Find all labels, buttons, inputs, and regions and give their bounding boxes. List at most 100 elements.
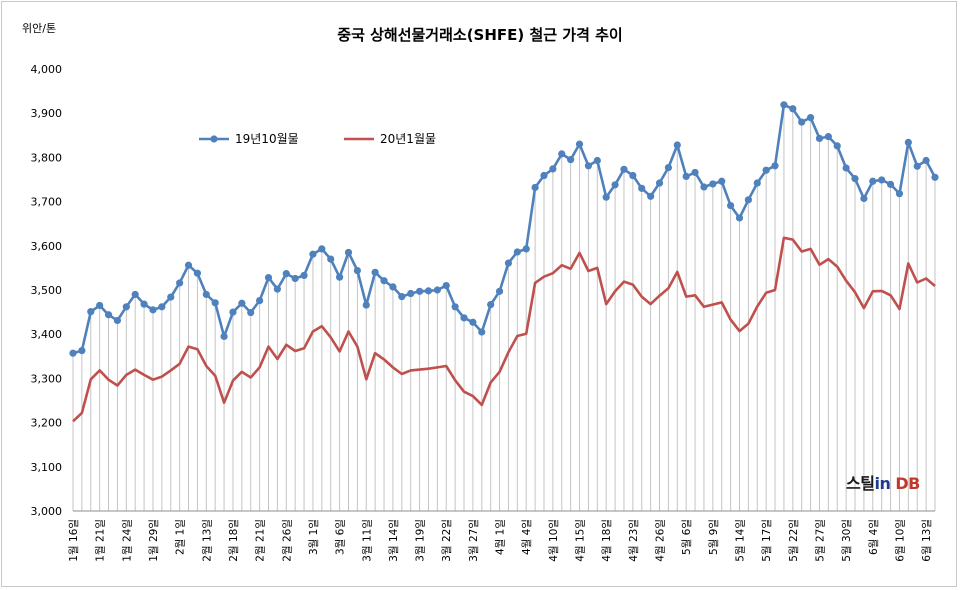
y-tick-label: 3,600 <box>31 240 63 253</box>
y-tick-label: 3,200 <box>31 417 63 430</box>
y-tick-label: 4,000 <box>31 63 63 76</box>
data-point <box>540 171 548 180</box>
data-point <box>558 150 566 158</box>
x-tick-label: 4월 18일 <box>600 519 613 562</box>
data-point <box>256 297 264 305</box>
x-tick-label: 4월 15일 <box>574 519 587 562</box>
x-tick-label: 3월 1일 <box>307 519 320 555</box>
x-tick-label: 5월 22일 <box>787 519 800 562</box>
x-tick-label: 3월 11일 <box>360 519 373 562</box>
data-point <box>780 101 788 109</box>
y-axis: 3,000 3,100 3,200 3,300 3,400 3,500 3,600 3,700… <box>31 63 935 518</box>
x-tick-label: 4월 23일 <box>627 519 640 562</box>
data-point <box>762 166 770 174</box>
data-point <box>469 318 477 326</box>
data-point <box>353 266 361 275</box>
y-tick-label: 3,700 <box>31 196 63 209</box>
data-point <box>931 173 939 181</box>
legend-label: 20년1월물 <box>380 132 436 146</box>
data-point <box>424 287 433 295</box>
data-point <box>389 283 397 291</box>
data-point <box>895 190 904 198</box>
data-point <box>273 285 281 293</box>
data-point <box>318 245 326 253</box>
data-point <box>184 261 193 269</box>
y-tick-label: 3,500 <box>31 284 63 297</box>
data-point <box>842 164 850 172</box>
x-tick-label: 3월 22일 <box>440 519 453 562</box>
x-tick-label: 5월 6일 <box>680 519 693 555</box>
data-point <box>229 308 237 316</box>
data-point <box>806 114 815 122</box>
data-point <box>300 271 308 280</box>
data-point <box>407 289 415 298</box>
data-point <box>593 156 601 165</box>
data-point <box>202 290 210 299</box>
data-point <box>415 287 424 295</box>
x-tick-label: 5월 30일 <box>840 519 853 562</box>
data-point <box>149 306 157 314</box>
data-point <box>211 299 219 307</box>
data-point <box>478 328 486 336</box>
data-point <box>335 273 344 281</box>
chart-title: 중국 상해선물거래소(SHFE) 철근 가격 추이 <box>337 26 622 44</box>
legend-marker <box>210 135 218 143</box>
x-tick-label: 4월 4일 <box>520 519 533 555</box>
data-point <box>309 250 317 258</box>
x-tick-label: 2월 1일 <box>174 519 187 555</box>
data-point <box>575 140 584 148</box>
data-point <box>798 118 806 126</box>
y-tick-label: 3,000 <box>31 505 63 518</box>
data-point <box>727 201 735 210</box>
data-point <box>869 177 877 185</box>
data-point <box>140 300 148 308</box>
legend-label: 19년10월물 <box>235 132 299 146</box>
data-point <box>673 141 681 149</box>
data-point <box>69 349 77 357</box>
data-point <box>851 175 859 183</box>
data-point <box>735 214 744 222</box>
data-point <box>638 184 646 192</box>
data-point <box>442 281 450 290</box>
y-tick-label: 3,100 <box>31 461 63 474</box>
data-point <box>344 248 353 257</box>
y-tick-label: 3,800 <box>31 151 63 164</box>
data-point <box>655 179 664 187</box>
data-point <box>96 301 104 310</box>
x-tick-label: 1월 16일 <box>67 519 80 562</box>
x-tick-label: 6월 4일 <box>867 519 880 555</box>
x-tick-label: 5월 9일 <box>707 519 720 555</box>
x-tick-label: 5월 14일 <box>733 519 746 562</box>
data-point <box>433 286 441 294</box>
data-point <box>131 290 139 299</box>
data-point <box>709 180 717 188</box>
x-tick-label: 3월 6일 <box>334 519 347 555</box>
x-tick-label: 1월 24일 <box>120 519 133 562</box>
data-point <box>282 270 290 278</box>
data-point <box>913 162 921 170</box>
data-point <box>691 168 699 177</box>
x-tick-label: 4월 26일 <box>654 519 667 562</box>
x-tick-label: 6월 13일 <box>920 519 933 562</box>
data-point <box>327 255 335 263</box>
legend: 19년10월물 20년1월물 <box>199 132 436 146</box>
drop-lines <box>72 104 936 511</box>
data-point <box>104 311 113 319</box>
data-point <box>771 162 779 170</box>
y-tick-label: 3,400 <box>31 328 63 341</box>
data-point <box>460 314 468 322</box>
data-point <box>718 177 726 185</box>
x-tick-label: 1월 29일 <box>147 519 160 562</box>
steelindb-logo: 스틸in DB <box>846 474 920 493</box>
data-point <box>220 332 228 341</box>
x-tick-label: 5월 27일 <box>813 519 826 562</box>
y-tick-label: 3,900 <box>31 107 63 120</box>
data-point <box>611 181 619 189</box>
data-point <box>629 171 637 180</box>
y-tick-label: 3,300 <box>31 372 63 385</box>
data-point <box>789 105 797 113</box>
data-point <box>451 303 459 311</box>
data-point <box>398 293 406 301</box>
x-tick-label: 2월 26일 <box>280 519 293 562</box>
data-point <box>487 300 495 309</box>
